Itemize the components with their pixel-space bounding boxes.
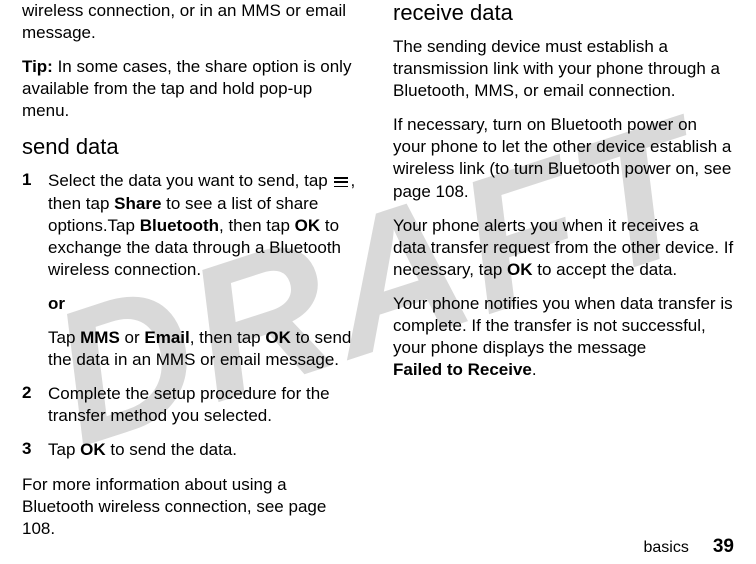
- ok-label-3: OK: [80, 440, 106, 459]
- step-1-text-a: Select the data you want to send, tap: [48, 171, 332, 190]
- menu-icon: [334, 176, 348, 187]
- step-1-number: 1: [22, 170, 48, 280]
- share-label: Share: [114, 194, 161, 213]
- step-1-text-f: Tap: [48, 328, 80, 347]
- step-3-number: 3: [22, 439, 48, 461]
- receive-p3: Your phone alerts you when it receives a…: [393, 215, 734, 281]
- tip-label: Tip:: [22, 57, 53, 76]
- step-3-text-b: to send the data.: [106, 440, 237, 459]
- step-2-content: Complete the setup procedure for the tra…: [48, 383, 363, 427]
- receive-p4: Your phone notifies you when data transf…: [393, 293, 734, 381]
- right-column: receive data The sending device must est…: [393, 0, 734, 552]
- step-2: 2 Complete the setup procedure for the t…: [22, 383, 363, 427]
- step-1-alt: Tap MMS or Email, then tap OK to send th…: [48, 327, 363, 371]
- tip-paragraph: Tip: In some cases, the share option is …: [22, 56, 363, 122]
- failed-label: Failed to Receive: [393, 360, 532, 379]
- or-label: or: [48, 293, 363, 315]
- ok-label-1: OK: [295, 216, 321, 235]
- intro-paragraph: wireless connection, or in an MMS or ema…: [22, 0, 363, 44]
- receive-p4-a: Your phone notifies you when data transf…: [393, 294, 733, 357]
- ok-label-receive: OK: [507, 260, 533, 279]
- step-1-text-d: , then tap: [219, 216, 295, 235]
- tip-text: In some cases, the share option is only …: [22, 57, 351, 120]
- bluetooth-label: Bluetooth: [140, 216, 219, 235]
- page-footer: basics 39: [644, 536, 735, 558]
- step-1-content: Select the data you want to send, tap , …: [48, 170, 363, 280]
- mms-label: MMS: [80, 328, 120, 347]
- email-label: Email: [144, 328, 189, 347]
- step-1-text-h: , then tap: [190, 328, 266, 347]
- send-data-heading: send data: [22, 134, 363, 160]
- closing-paragraph: For more information about using a Bluet…: [22, 474, 363, 540]
- page-content: wireless connection, or in an MMS or ema…: [0, 0, 756, 552]
- step-3-text-a: Tap: [48, 440, 80, 459]
- step-3: 3 Tap OK to send the data.: [22, 439, 363, 461]
- or-text: or: [48, 294, 65, 313]
- footer-section-label: basics: [644, 539, 689, 556]
- receive-p1: The sending device must establish a tran…: [393, 36, 734, 102]
- receive-p2: If necessary, turn on Bluetooth power on…: [393, 114, 734, 202]
- step-1-text-g: or: [120, 328, 145, 347]
- receive-p3-b: to accept the data.: [533, 260, 678, 279]
- step-2-number: 2: [22, 383, 48, 427]
- footer-page-number: 39: [713, 536, 734, 557]
- ok-label-2: OK: [265, 328, 291, 347]
- step-3-content: Tap OK to send the data.: [48, 439, 237, 461]
- left-column: wireless connection, or in an MMS or ema…: [22, 0, 363, 552]
- receive-p4-b: .: [532, 360, 537, 379]
- receive-data-heading: receive data: [393, 0, 734, 26]
- step-1: 1 Select the data you want to send, tap …: [22, 170, 363, 280]
